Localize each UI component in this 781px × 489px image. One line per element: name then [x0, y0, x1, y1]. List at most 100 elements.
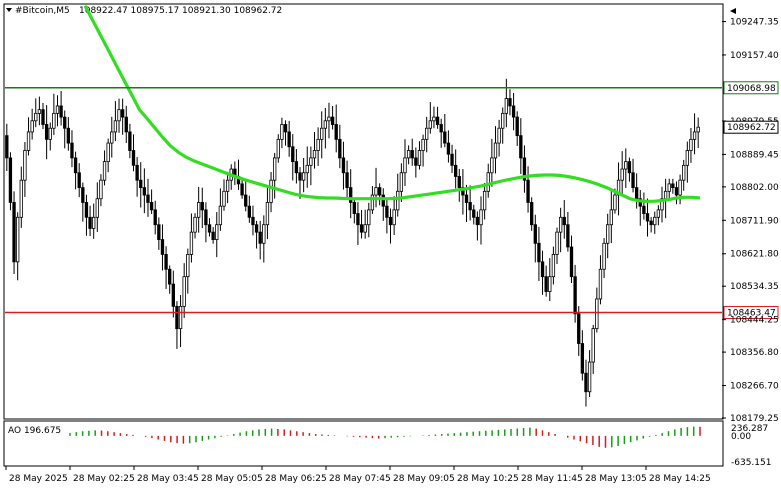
candle-body	[634, 187, 639, 200]
candle-body	[276, 138, 280, 159]
candle-body	[168, 268, 172, 285]
candle-body	[26, 131, 31, 151]
candle	[287, 120, 291, 157]
price-tick-label: 108802.00	[730, 183, 779, 193]
candle-body	[367, 209, 371, 226]
time-tick-label: 28 May 10:25	[457, 474, 519, 484]
candle-body	[624, 161, 628, 170]
candle-body	[450, 153, 454, 166]
candle-body	[298, 172, 302, 181]
candle	[417, 141, 422, 170]
candle	[157, 217, 161, 250]
candle-body	[475, 216, 480, 226]
candle-body	[95, 198, 99, 218]
candle-body	[92, 216, 96, 229]
candle	[656, 205, 661, 226]
candle-body	[627, 161, 632, 174]
candle-body	[515, 116, 519, 137]
candle	[381, 188, 385, 221]
candle-body	[330, 116, 335, 125]
dropdown-triangle-icon[interactable]	[6, 8, 12, 12]
candle-body	[602, 242, 606, 270]
candle-body	[44, 124, 49, 140]
candle	[349, 169, 353, 219]
candle-body	[530, 202, 534, 226]
candle-body	[171, 283, 175, 307]
candle	[327, 102, 331, 139]
candle	[410, 138, 414, 166]
candle	[421, 134, 425, 167]
candle-body	[609, 209, 613, 226]
candle	[577, 306, 581, 356]
candle	[135, 157, 139, 197]
candle	[537, 226, 541, 281]
candle	[671, 178, 675, 194]
candle-body	[671, 183, 675, 189]
candle-body	[269, 179, 273, 203]
candle-body	[294, 161, 299, 174]
candle	[501, 107, 505, 144]
header: #Bitcoin,M5 108922.47 108975.17 108921.3…	[6, 6, 282, 16]
candle	[283, 120, 288, 146]
candle-body	[175, 305, 179, 330]
candle-body	[526, 179, 530, 203]
candle	[435, 106, 440, 129]
candle	[606, 213, 610, 259]
candle-body	[211, 231, 215, 240]
candle-body	[674, 187, 679, 196]
candle-body	[247, 205, 252, 218]
candle-body	[142, 187, 147, 196]
candle-body	[320, 127, 324, 140]
scroll-arrow-icon[interactable]	[730, 8, 736, 14]
candle-body	[251, 216, 255, 226]
candle	[309, 146, 313, 186]
candle-body	[102, 161, 107, 181]
candle	[584, 359, 588, 407]
candle	[464, 184, 469, 222]
candle-body	[110, 131, 114, 144]
candle-body	[149, 202, 154, 211]
candle-body	[66, 127, 71, 144]
candle	[493, 126, 498, 174]
candle	[374, 167, 378, 208]
candle	[377, 183, 382, 206]
candle	[34, 98, 38, 128]
candle-body	[613, 194, 617, 211]
candle-body	[363, 224, 367, 233]
candle-body	[204, 209, 208, 226]
time-tick-label: 28 May 06:25	[265, 474, 327, 484]
candle	[399, 163, 404, 202]
candle	[189, 213, 194, 263]
candle-body	[207, 224, 212, 233]
candle-body	[537, 242, 541, 263]
price-tick-label: 108711.90	[730, 216, 779, 226]
candle-body	[511, 105, 516, 118]
time-tick-label: 28 May 11:45	[521, 474, 583, 484]
candle	[425, 116, 429, 153]
candle-body	[189, 231, 194, 255]
candle	[685, 141, 689, 183]
candle	[312, 131, 317, 169]
candle-body	[678, 179, 682, 196]
price-axis: 109247.35109157.40108979.55108889.451088…	[722, 18, 779, 424]
level-tag-0	[723, 81, 779, 95]
candle-body	[19, 179, 23, 218]
candle-body	[291, 146, 295, 163]
candle-body	[435, 116, 440, 125]
candle	[515, 111, 519, 146]
candle	[323, 107, 328, 149]
candle-body	[381, 194, 385, 207]
candle	[276, 134, 280, 163]
candle	[330, 106, 335, 130]
candle	[530, 197, 534, 231]
candle-body	[486, 172, 490, 192]
candle	[301, 157, 306, 193]
candle-body	[240, 183, 244, 196]
candle-body	[139, 179, 143, 189]
candle-body	[620, 168, 624, 181]
candle	[692, 113, 697, 155]
candle	[160, 224, 165, 271]
candle	[689, 127, 693, 163]
candle	[26, 117, 31, 156]
